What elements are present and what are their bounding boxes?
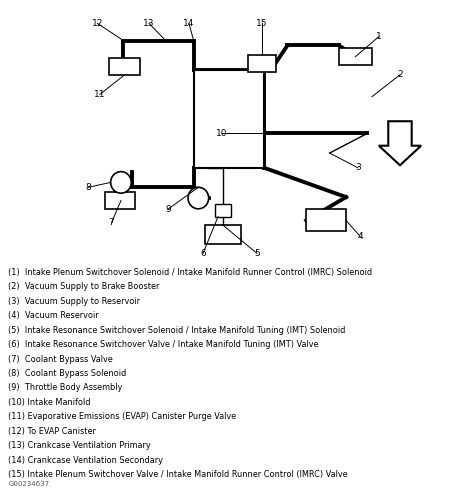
Text: 12: 12 (92, 19, 103, 28)
Text: (1)  Intake Plenum Switchover Solenoid / Intake Manifold Runner Control (IMRC) S: (1) Intake Plenum Switchover Solenoid / … (9, 268, 373, 277)
Bar (339, 48, 372, 65)
Text: 10: 10 (216, 129, 228, 138)
Polygon shape (379, 121, 421, 165)
Bar (205, 225, 240, 244)
Text: 13: 13 (143, 19, 155, 28)
Text: (11) Evaporative Emissions (EVAP) Canister Purge Valve: (11) Evaporative Emissions (EVAP) Canist… (9, 412, 237, 421)
Bar (306, 209, 346, 231)
Text: 15: 15 (256, 19, 267, 28)
Text: (8)  Coolant Bypass Solenoid: (8) Coolant Bypass Solenoid (9, 369, 127, 378)
Text: 11: 11 (94, 90, 106, 99)
Circle shape (110, 172, 131, 193)
Text: (13) Crankcase Ventilation Primary: (13) Crankcase Ventilation Primary (9, 441, 151, 450)
Text: G00234637: G00234637 (9, 481, 50, 487)
Text: (12) To EVAP Canister: (12) To EVAP Canister (9, 427, 96, 436)
Bar (105, 192, 135, 209)
Text: (3)  Vacuum Supply to Reservoir: (3) Vacuum Supply to Reservoir (9, 297, 140, 306)
Text: 6: 6 (200, 249, 206, 258)
Text: 5: 5 (254, 249, 260, 258)
Bar (247, 55, 276, 72)
Bar (109, 58, 140, 75)
Text: 4: 4 (357, 232, 363, 241)
Text: 14: 14 (183, 19, 195, 28)
Text: (7)  Coolant Bypass Valve: (7) Coolant Bypass Valve (9, 355, 113, 364)
Text: 9: 9 (165, 205, 171, 214)
Text: (10) Intake Manifold: (10) Intake Manifold (9, 398, 91, 407)
Text: (15) Intake Plenum Switchover Valve / Intake Manifold Runner Control (IMRC) Valv: (15) Intake Plenum Switchover Valve / In… (9, 470, 348, 479)
Circle shape (188, 187, 209, 209)
Bar (194, 70, 264, 168)
Text: (14) Crankcase Ventilation Secondary: (14) Crankcase Ventilation Secondary (9, 456, 164, 464)
Text: (9)  Throttle Body Assembly: (9) Throttle Body Assembly (9, 383, 123, 393)
Text: 3: 3 (355, 163, 361, 172)
Text: 2: 2 (397, 70, 403, 79)
Text: 7: 7 (109, 218, 114, 227)
Text: (5)  Intake Resonance Switchover Solenoid / Intake Manifold Tuning (IMT) Solenoi: (5) Intake Resonance Switchover Solenoid… (9, 326, 346, 335)
Text: (2)  Vacuum Supply to Brake Booster: (2) Vacuum Supply to Brake Booster (9, 282, 160, 291)
Text: 8: 8 (85, 183, 91, 192)
Bar (215, 204, 231, 216)
Text: (6)  Intake Resonance Switchover Valve / Intake Manifold Tuning (IMT) Valve: (6) Intake Resonance Switchover Valve / … (9, 340, 319, 349)
Text: (4)  Vacuum Reservoir: (4) Vacuum Reservoir (9, 311, 99, 320)
Text: 1: 1 (376, 32, 382, 41)
